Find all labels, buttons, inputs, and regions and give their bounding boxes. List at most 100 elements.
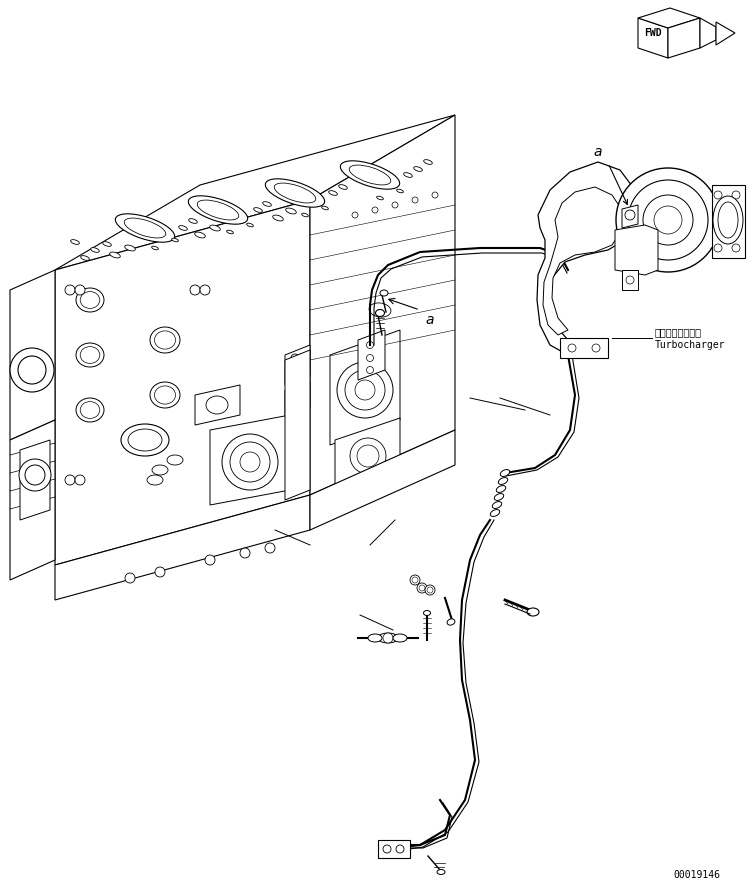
Polygon shape	[55, 495, 310, 600]
Ellipse shape	[341, 161, 399, 189]
Ellipse shape	[375, 309, 384, 316]
Ellipse shape	[76, 288, 104, 312]
Ellipse shape	[262, 202, 271, 206]
Circle shape	[714, 191, 722, 199]
Ellipse shape	[188, 196, 247, 224]
Ellipse shape	[349, 165, 391, 185]
Ellipse shape	[103, 242, 111, 246]
Ellipse shape	[499, 477, 508, 485]
Ellipse shape	[322, 206, 329, 210]
Polygon shape	[335, 418, 400, 492]
Circle shape	[65, 285, 75, 295]
Circle shape	[412, 577, 418, 583]
Circle shape	[568, 344, 576, 352]
Circle shape	[732, 191, 740, 199]
Ellipse shape	[346, 484, 374, 496]
Ellipse shape	[206, 396, 228, 414]
Ellipse shape	[152, 465, 168, 475]
Ellipse shape	[380, 290, 388, 296]
Ellipse shape	[447, 619, 455, 625]
Circle shape	[410, 575, 420, 585]
Circle shape	[366, 355, 374, 362]
Polygon shape	[210, 415, 290, 505]
Circle shape	[592, 344, 600, 352]
Circle shape	[372, 207, 378, 213]
Circle shape	[350, 438, 386, 474]
Ellipse shape	[247, 223, 253, 227]
Text: 00019146: 00019146	[673, 870, 720, 880]
Ellipse shape	[150, 382, 180, 408]
Circle shape	[75, 475, 85, 485]
Polygon shape	[55, 200, 310, 565]
Circle shape	[18, 356, 46, 384]
Ellipse shape	[197, 200, 239, 220]
Polygon shape	[638, 18, 668, 58]
Ellipse shape	[718, 202, 738, 238]
Circle shape	[19, 459, 51, 491]
Polygon shape	[543, 187, 622, 335]
Circle shape	[714, 244, 722, 252]
Circle shape	[265, 543, 275, 553]
Polygon shape	[55, 115, 455, 270]
Ellipse shape	[494, 493, 504, 501]
Ellipse shape	[423, 160, 432, 164]
Circle shape	[366, 341, 374, 348]
Ellipse shape	[76, 343, 104, 367]
Ellipse shape	[396, 189, 403, 193]
Ellipse shape	[195, 232, 205, 238]
Ellipse shape	[128, 429, 162, 451]
Ellipse shape	[423, 611, 430, 615]
Ellipse shape	[110, 252, 120, 258]
Polygon shape	[195, 385, 240, 425]
Circle shape	[291, 364, 299, 372]
Ellipse shape	[302, 213, 308, 217]
Circle shape	[337, 362, 393, 418]
Ellipse shape	[496, 485, 505, 493]
Text: Turbocharger: Turbocharger	[655, 340, 726, 350]
Polygon shape	[20, 440, 50, 520]
Circle shape	[240, 548, 250, 558]
Polygon shape	[668, 18, 700, 58]
Circle shape	[222, 434, 278, 490]
Ellipse shape	[273, 215, 284, 221]
Polygon shape	[310, 115, 455, 495]
Polygon shape	[622, 205, 638, 228]
Circle shape	[230, 442, 270, 482]
Polygon shape	[10, 420, 55, 580]
Ellipse shape	[490, 509, 500, 517]
Text: FWD: FWD	[644, 28, 662, 38]
Ellipse shape	[80, 347, 100, 364]
Ellipse shape	[167, 455, 183, 465]
Circle shape	[732, 216, 740, 224]
Circle shape	[75, 285, 85, 295]
Polygon shape	[285, 345, 310, 385]
Ellipse shape	[493, 501, 502, 509]
Ellipse shape	[147, 475, 163, 485]
Circle shape	[714, 216, 722, 224]
Ellipse shape	[274, 183, 316, 203]
Ellipse shape	[76, 398, 104, 422]
Ellipse shape	[121, 424, 169, 456]
Circle shape	[417, 583, 427, 593]
Circle shape	[625, 210, 635, 220]
Ellipse shape	[286, 208, 296, 214]
Circle shape	[643, 195, 693, 245]
Polygon shape	[700, 18, 716, 48]
Circle shape	[425, 585, 435, 595]
Circle shape	[298, 364, 306, 372]
Ellipse shape	[179, 226, 187, 230]
Ellipse shape	[71, 240, 79, 244]
Ellipse shape	[713, 196, 743, 244]
Ellipse shape	[378, 633, 398, 643]
Ellipse shape	[125, 245, 135, 251]
Ellipse shape	[377, 196, 384, 200]
Circle shape	[427, 587, 433, 593]
Ellipse shape	[329, 190, 338, 196]
Circle shape	[396, 845, 404, 853]
Circle shape	[616, 168, 720, 272]
Ellipse shape	[226, 230, 233, 234]
Circle shape	[291, 394, 299, 402]
Ellipse shape	[368, 634, 382, 642]
Polygon shape	[378, 840, 410, 858]
Polygon shape	[716, 22, 735, 45]
